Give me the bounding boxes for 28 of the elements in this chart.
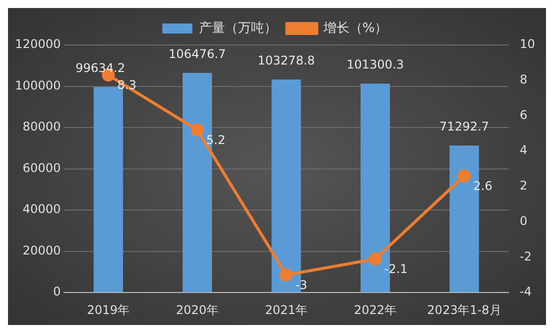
y2-tick-label: 6: [520, 108, 528, 122]
x-tick-label: 2022年: [354, 302, 397, 317]
y-tick-label: 40000: [22, 202, 61, 216]
y-tick-label: 0: [53, 284, 61, 299]
data-label: 103278.8: [258, 54, 315, 68]
data-label: 106476.7: [168, 47, 226, 62]
x-tick-label: 2023年1-8月: [427, 302, 502, 317]
y2-tick-label: 2: [520, 178, 528, 193]
y-tick-label: 120000: [14, 37, 61, 52]
y2-tick-label: -2: [520, 249, 532, 264]
x-tick-label: 2021年: [264, 302, 308, 317]
legend-label: 产量（万吨）: [198, 20, 277, 36]
y-tick-label: 20000: [22, 243, 61, 258]
x-tick-label: 2019年: [87, 302, 130, 317]
y2-tick-label: 4: [520, 143, 528, 158]
y-tick-label: 60000: [22, 160, 61, 175]
data-label: 71292.7: [439, 120, 490, 134]
x-tick-label: 2020年: [176, 302, 219, 317]
y2-tick-label: 0: [520, 214, 528, 228]
y2-tick-label: 10: [520, 37, 536, 52]
data-label: -3: [295, 278, 308, 292]
data-label: 101300.3: [346, 58, 404, 72]
legend-label: 增长（%）: [322, 20, 388, 36]
y-tick-label: 80000: [22, 120, 61, 134]
y2-tick-label: 8: [520, 72, 528, 86]
y2-tick-label: -4: [520, 284, 532, 299]
data-label: 99634.2: [75, 61, 126, 76]
y-tick-label: 100000: [14, 78, 61, 92]
